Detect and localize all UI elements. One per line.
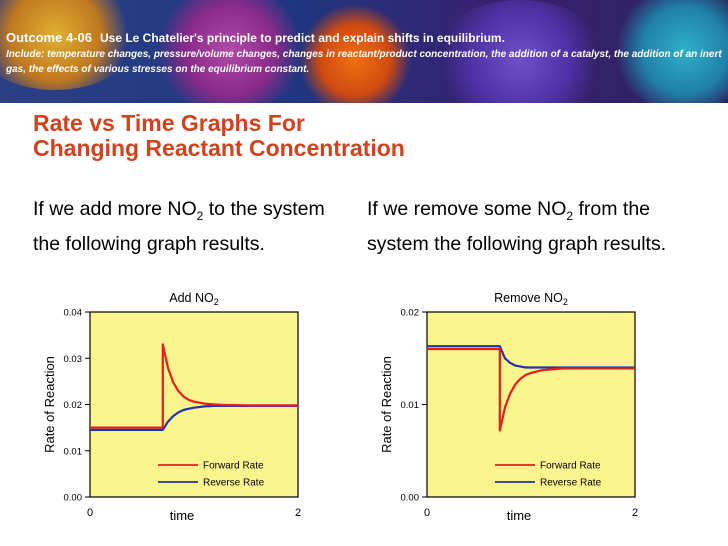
x-tick-label: 0 (87, 507, 93, 519)
right-paragraph: If we remove some NO2 from the system th… (367, 195, 667, 258)
left-paragraph-subscript: 2 (196, 208, 204, 223)
header-banner: Outcome 4-06 Use Le Chatelier's principle… (0, 0, 728, 103)
banner-text: Outcome 4-06 Use Le Chatelier's principle… (6, 30, 722, 77)
banner-decoration (300, 5, 410, 103)
x-tick-label: 0 (424, 507, 430, 519)
title-line-1: Rate vs Time Graphs For (33, 110, 305, 136)
chart-title-text: Add NO (169, 291, 214, 305)
include-text: Include: temperature changes, pressure/v… (6, 49, 722, 75)
banner-decoration (150, 0, 310, 103)
plot-area (426, 311, 636, 498)
legend-label: Forward Rate (203, 461, 264, 472)
left-paragraph-end: to the system the following graph result… (33, 198, 325, 255)
forward-rate-line (90, 343, 298, 429)
y-tick-label: 0.02 (64, 400, 83, 411)
outcome-line: Outcome 4-06 Use Le Chatelier's principle… (6, 30, 722, 46)
title-line-2: Changing Reactant Concentration (33, 135, 405, 161)
y-tick-label: 0.00 (401, 493, 420, 504)
x-axis-label: time (507, 508, 532, 523)
y-tick-label: 0.00 (64, 493, 83, 504)
y-axis-label: Rate of Reaction (42, 356, 57, 453)
legend-label: Reverse Rate (203, 478, 265, 489)
chart-title-subscript: 2 (214, 297, 219, 307)
legend-label: Reverse Rate (540, 478, 602, 489)
y-tick-label: 0.02 (401, 308, 420, 319)
x-tick-label: 2 (295, 507, 301, 519)
forward-rate-line (427, 347, 635, 432)
chart-title-text: Remove NO (494, 291, 563, 305)
chart-title: Remove NO2 (494, 291, 568, 307)
y-tick-label: 0.03 (64, 354, 83, 365)
right-paragraph-subscript: 2 (566, 208, 574, 223)
banner-decoration (610, 0, 728, 103)
right-paragraph-end: from the system the following graph resu… (367, 198, 667, 255)
left-paragraph-start: If we add more NO (33, 198, 197, 220)
legend-label: Forward Rate (540, 461, 601, 472)
outcome-text: Use Le Chatelier's principle to predict … (99, 31, 505, 45)
y-axis-label: Rate of Reaction (379, 356, 394, 453)
y-tick-label: 0.04 (64, 308, 83, 319)
x-axis-label: time (170, 508, 195, 523)
right-paragraph-start: If we remove some NO (367, 198, 567, 220)
banner-decoration (430, 0, 610, 103)
chart-title-subscript: 2 (563, 297, 568, 307)
left-paragraph: If we add more NO2 to the system the fol… (33, 195, 333, 258)
y-tick-label: 0.01 (64, 446, 83, 457)
chart-title: Add NO2 (169, 291, 218, 307)
x-tick-label: 2 (632, 507, 638, 519)
y-tick-label: 0.01 (401, 400, 420, 411)
slide-title: Rate vs Time Graphs For Changing Reactan… (33, 111, 405, 161)
outcome-code: Outcome 4-06 (6, 30, 92, 45)
